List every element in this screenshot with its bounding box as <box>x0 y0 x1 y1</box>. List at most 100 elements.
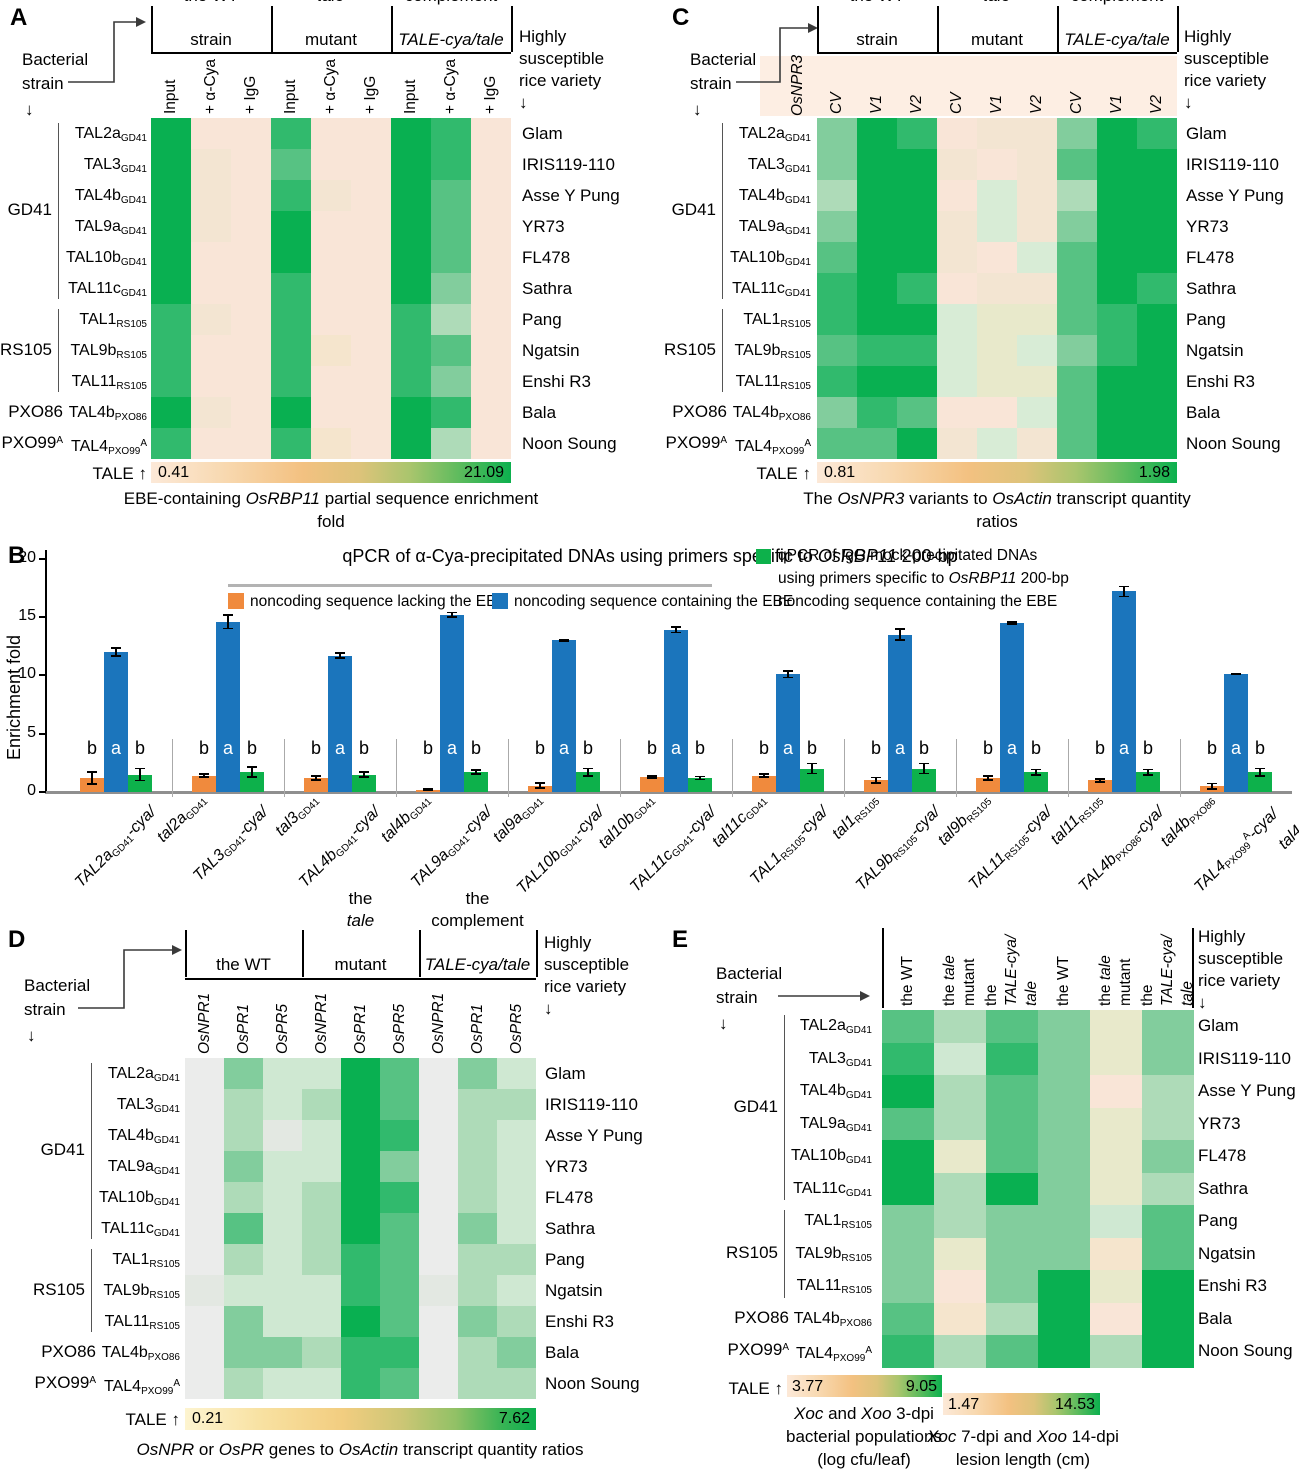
heatmap-cell <box>380 1120 420 1152</box>
heatmap-cell <box>1137 180 1178 212</box>
heatmap-cell <box>185 1306 225 1338</box>
scale-max: 9.05 <box>905 1378 937 1395</box>
strain-group-label: RS105 <box>664 339 716 359</box>
variety-label: Enshi R3 <box>1198 1276 1267 1296</box>
significance-letter: b <box>198 738 209 758</box>
error-bar <box>335 652 345 659</box>
panel-d: D Bacterial strain ↓ the WT the tale mutan… <box>0 889 660 1464</box>
heatmap-cell <box>934 1237 987 1271</box>
heatmap-cell <box>224 1058 264 1090</box>
heatmap-cell <box>380 1089 420 1121</box>
panel-a-letter: A <box>10 4 28 31</box>
heatmap-cell <box>302 1058 342 1090</box>
column-label: CV <box>828 92 845 114</box>
heatmap-cell <box>986 1010 1039 1043</box>
heatmap-cell <box>986 1237 1039 1271</box>
variety-label: YR73 <box>545 1156 588 1176</box>
scale-max: 14.53 <box>1054 1396 1095 1413</box>
strain-row-label: TAL2aGD41 <box>738 124 811 144</box>
color-scale-bar-populations <box>787 1375 942 1397</box>
heatmap-cell <box>1137 366 1178 398</box>
error-bar <box>759 773 769 778</box>
column-label: OsPR1 <box>468 1004 486 1054</box>
strain-row-label: TAL9aGD41 <box>738 217 811 237</box>
heatmap-cell <box>419 1120 459 1152</box>
significance-letter: b <box>310 738 321 758</box>
heatmap-cell <box>458 1120 498 1152</box>
strain-row-label: TAL11RS105 <box>104 1312 180 1332</box>
heatmap-cell <box>302 1275 342 1307</box>
heatmap-cell <box>419 1058 459 1090</box>
heatmap-cell <box>458 1368 498 1400</box>
bar <box>1136 772 1160 792</box>
heatmap-cell <box>1097 273 1138 305</box>
heatmap-cell <box>380 1182 420 1214</box>
heatmap-cell <box>224 1213 264 1245</box>
heatmap-cell <box>431 335 472 367</box>
group-header-wt: the WTstrain <box>184 0 239 49</box>
heatmap-cell <box>1038 1140 1091 1173</box>
bar <box>976 778 1000 792</box>
heatmap-cell <box>986 1042 1039 1076</box>
heatmap-cell <box>380 1151 420 1183</box>
legend-label-orange: noncoding sequence lacking the EBE <box>250 593 507 610</box>
significance-letter: b <box>806 738 817 758</box>
column-label: V2 <box>1028 95 1045 114</box>
significance-letter: a <box>446 738 457 758</box>
variety-label: Glam <box>522 123 563 143</box>
heatmap-cell <box>458 1213 498 1245</box>
heatmap-cell <box>1097 366 1138 398</box>
heatmap-cell <box>934 1302 987 1336</box>
heatmap-cell <box>471 180 512 212</box>
error-bar <box>1143 768 1153 776</box>
significance-letter: b <box>1254 738 1265 758</box>
bar <box>1000 622 1024 792</box>
significance-letter: b <box>982 738 993 758</box>
variety-label: Bala <box>1186 402 1221 422</box>
heatmap-cell <box>458 1151 498 1183</box>
variety-label: Pang <box>545 1249 585 1269</box>
significance-letter: a <box>894 738 905 758</box>
bar <box>128 774 152 792</box>
heatmap-cell <box>431 118 472 150</box>
heatmap-cell <box>263 1275 303 1307</box>
heatmap-cell <box>1017 211 1058 243</box>
panel-b-letter: B <box>8 542 26 569</box>
significance-letter: b <box>870 738 881 758</box>
heatmap-cell <box>986 1172 1039 1206</box>
header-divider <box>302 930 304 977</box>
heatmap-cell <box>151 273 192 305</box>
heatmap-cell <box>857 304 898 336</box>
heatmap-cell <box>231 180 272 212</box>
heatmap-cell <box>977 366 1018 398</box>
strain-row-label: TAL4bPXO86 <box>793 1309 872 1329</box>
heatmap-cell <box>897 180 938 212</box>
strain-row-label: TAL4PXO99A <box>796 1345 872 1365</box>
heatmap-cell <box>151 242 192 274</box>
group-separator <box>732 739 733 797</box>
significance-letter: a <box>782 738 793 758</box>
variety-label: Asse Y Pung <box>522 185 620 205</box>
heatmap-cell <box>471 118 512 150</box>
scale-max: 21.09 <box>463 464 504 481</box>
strain-group-label: RS105 <box>726 1242 778 1262</box>
heatmap-cell <box>458 1058 498 1090</box>
heatmap-cell <box>1038 1075 1091 1108</box>
variety-label: Noon Soung <box>545 1373 640 1393</box>
heatmap-cell <box>857 335 898 367</box>
y-tick-label: 10 <box>18 665 36 683</box>
header-divider <box>391 6 393 52</box>
column-label: + α-Cya <box>322 58 339 114</box>
y-tick <box>39 557 46 560</box>
variety-label: Noon Soung <box>522 433 617 453</box>
color-scale-bar <box>151 462 511 483</box>
heatmap-cell <box>231 149 272 181</box>
heatmap-cell <box>185 1213 225 1245</box>
significance-letter: b <box>918 738 929 758</box>
variety-label: Asse Y Pung <box>1198 1081 1296 1101</box>
heatmap-cell <box>857 366 898 398</box>
bar <box>464 772 488 792</box>
strain-row-label: TAL2aGD41 <box>107 1064 180 1084</box>
